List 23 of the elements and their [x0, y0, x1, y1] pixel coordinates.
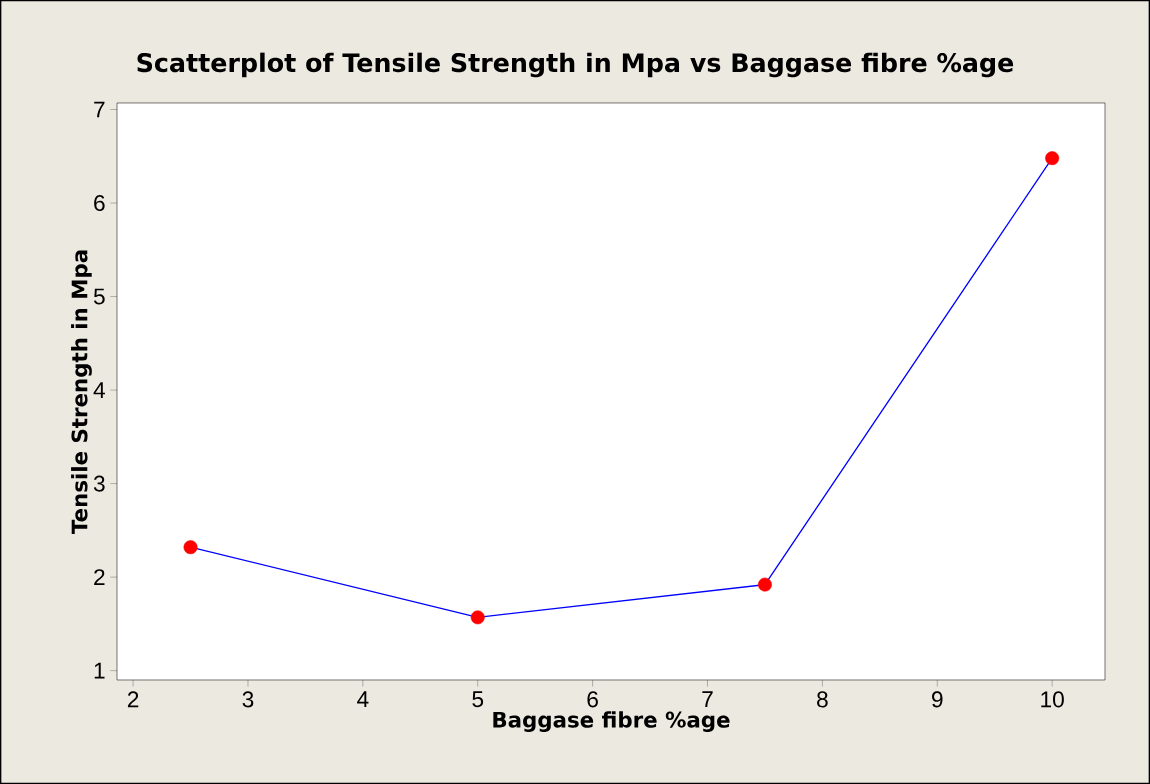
point	[1045, 151, 1060, 166]
x-tick-label: 3	[242, 691, 254, 708]
point	[183, 540, 198, 555]
y-tick-label: 2	[94, 569, 105, 586]
chart-title: Scatterplot of Tensile Strength in Mpa vs Baggase fibre %age	[137, 52, 1014, 78]
x-tick-label: 7	[702, 691, 713, 707]
x-tick-label: 4	[357, 691, 369, 707]
y-tick-label: 7	[94, 101, 105, 118]
x-tick-label: 10	[1041, 691, 1064, 708]
y-tick-label: 6	[94, 195, 105, 212]
point	[470, 610, 485, 625]
x-tick-label: 9	[932, 691, 943, 708]
y-tick-label: 3	[93, 475, 105, 492]
x-tick-label: 8	[817, 691, 828, 708]
y-tick-label: 4	[93, 382, 105, 398]
y-tick-label: 1	[94, 662, 105, 679]
x-tick-label: 5	[472, 691, 484, 708]
y-tick-label: 5	[93, 288, 105, 305]
x-tick-label: 2	[127, 691, 139, 708]
x-axis-title: Baggase fibre %age	[493, 711, 730, 733]
x-tick-label: 6	[587, 691, 598, 708]
y-axis-title: Tensile Strength in Mpa	[71, 250, 92, 534]
point	[758, 577, 772, 592]
